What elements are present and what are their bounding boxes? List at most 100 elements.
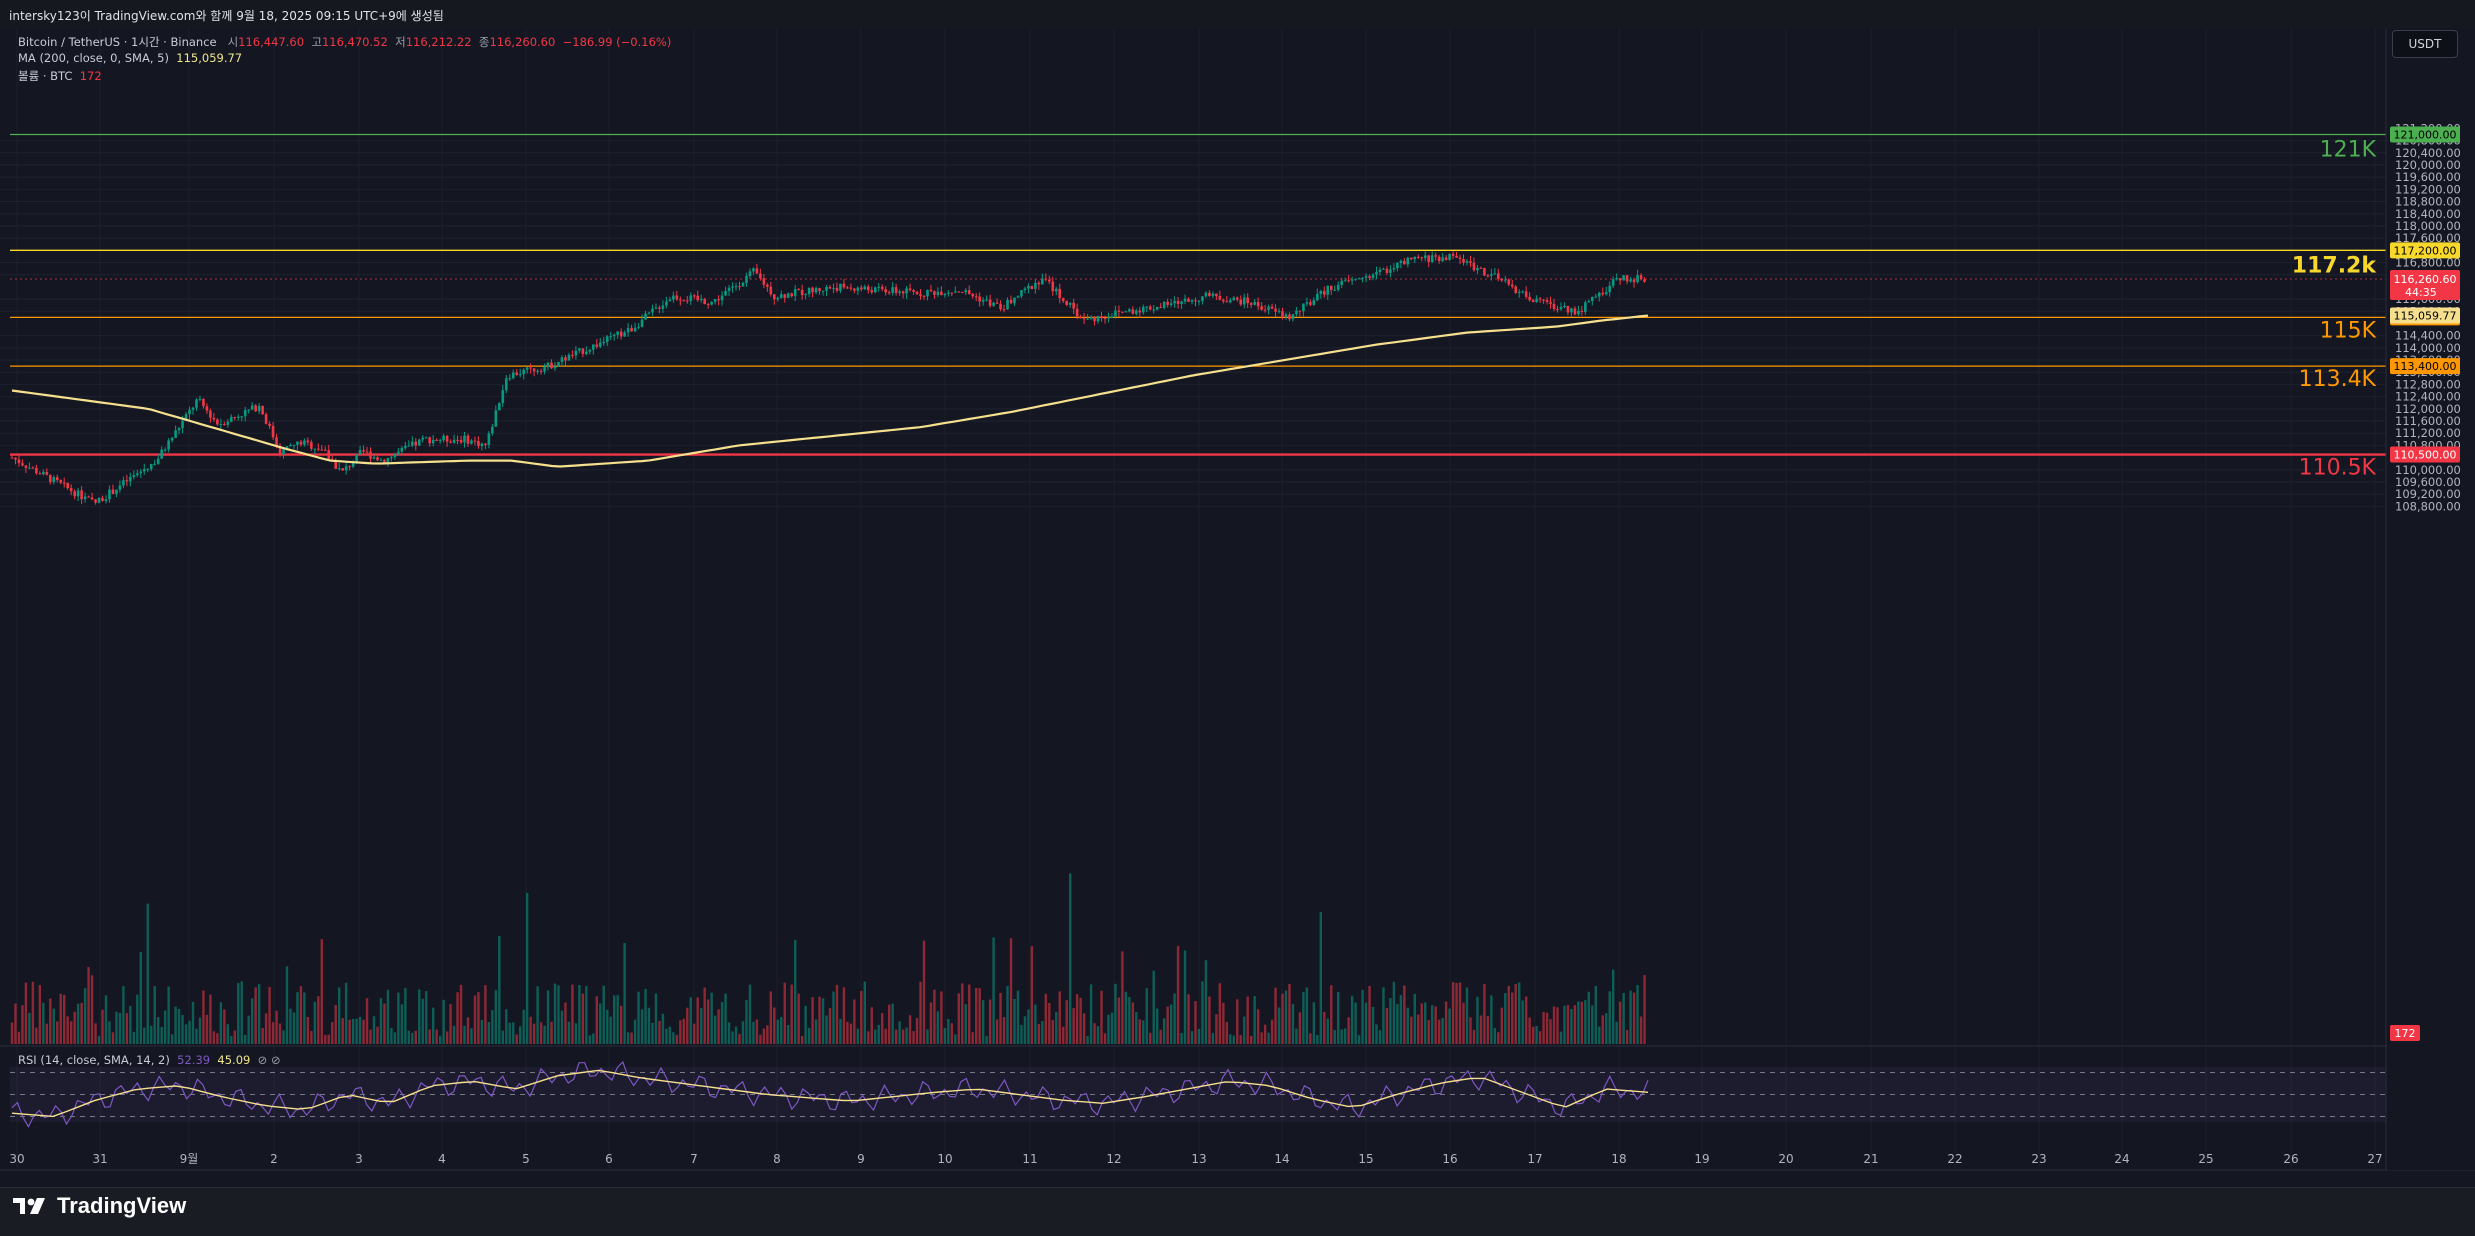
- candle-body: [28, 467, 31, 469]
- candle-body: [692, 295, 696, 297]
- candle-body: [1242, 297, 1246, 305]
- candle-body: [442, 435, 445, 441]
- candle-body: [1235, 297, 1239, 300]
- volume-bar: [1062, 1026, 1065, 1044]
- volume-bar: [28, 1012, 31, 1044]
- volume-bar: [132, 1031, 136, 1044]
- candle-body: [76, 490, 80, 497]
- open-value: 116,447.60: [238, 35, 305, 49]
- candle-body: [233, 416, 237, 418]
- candle-body: [522, 369, 525, 375]
- time-axis[interactable]: 30 31 9월 2 3 4 5 6 7 8 9 10 11 12 13 14 15 16 17 18 19 20 21 22…: [9, 1152, 2382, 1166]
- settings-icon[interactable]: ⊘: [270, 1053, 281, 1067]
- volume-bar: [1350, 995, 1354, 1044]
- brand-name: TradingView: [57, 1193, 187, 1218]
- level-label: 117.2k: [2292, 253, 2378, 278]
- volume-bar: [449, 1004, 452, 1044]
- volume-bar: [633, 1019, 637, 1044]
- candle-body: [494, 410, 498, 427]
- volume-bar: [487, 1022, 491, 1044]
- volume-bar: [1382, 987, 1385, 1044]
- candle-body: [386, 458, 390, 464]
- candle-body: [1587, 301, 1591, 303]
- candle-body: [310, 442, 313, 449]
- candle-body: [974, 296, 978, 298]
- volume-bar: [940, 991, 943, 1044]
- symbol-name[interactable]: Bitcoin / TetherUS · 1시간 · Binance: [18, 35, 217, 49]
- candle-body: [456, 439, 459, 441]
- volume-bar: [216, 1033, 219, 1044]
- candle-body: [480, 443, 484, 447]
- volume-bar: [964, 1004, 967, 1044]
- candle-body: [1135, 310, 1138, 314]
- x-tick-label: 18: [1611, 1152, 1626, 1166]
- y-tick-label: 109,600.00: [2395, 475, 2461, 489]
- volume-bar: [1573, 1005, 1577, 1044]
- hide-icon[interactable]: ⊘: [257, 1053, 268, 1067]
- volume-bar: [1330, 985, 1333, 1044]
- candle-body: [884, 289, 887, 293]
- candle-body: [623, 332, 626, 337]
- candle-body: [1176, 300, 1180, 304]
- candle-body: [668, 299, 672, 302]
- volume-bar: [1347, 1017, 1350, 1044]
- rsi-legend[interactable]: RSI (14, close, SMA, 14, 2) 52.39 45.09 …: [18, 1053, 281, 1067]
- volume-bar: [926, 1029, 929, 1044]
- brand-logo[interactable]: TradingView: [13, 1193, 186, 1219]
- candle-body: [922, 295, 926, 297]
- candle-body: [637, 326, 640, 328]
- candle-body: [877, 286, 881, 288]
- candle-body: [146, 469, 150, 471]
- candle-body: [1072, 302, 1075, 309]
- horizontal-levels[interactable]: 121K 117.2k 115K 113.4K 110.5K: [10, 133, 2386, 481]
- candle-body: [954, 291, 957, 293]
- volume-bar: [1002, 1017, 1006, 1044]
- volume-legend[interactable]: 볼륨 · BTC 172: [18, 68, 102, 84]
- volume-bar: [1385, 1008, 1389, 1044]
- volume-bar: [1284, 990, 1288, 1044]
- volume-bar: [1316, 1035, 1319, 1044]
- volume-bar: [1566, 1005, 1570, 1044]
- candle-body: [125, 480, 129, 482]
- candle-body: [790, 293, 794, 297]
- currency-button[interactable]: USDT: [2392, 30, 2458, 58]
- volume-bar: [390, 1027, 393, 1044]
- volume-bar: [606, 1009, 609, 1044]
- ma-legend[interactable]: MA (200, close, 0, SMA, 5) 115,059.77: [18, 51, 242, 65]
- y-tick-label: 108,800.00: [2395, 499, 2461, 513]
- candle-body: [696, 295, 700, 301]
- volume-bar: [1263, 1024, 1267, 1044]
- volume-bar: [637, 991, 640, 1044]
- candle-body: [703, 298, 706, 305]
- volume-bar: [1305, 987, 1309, 1044]
- volume-bar: [769, 991, 773, 1044]
- volume-bar: [835, 984, 839, 1044]
- candle-body: [574, 350, 578, 356]
- candle-body: [1476, 267, 1479, 271]
- candle-body: [1573, 308, 1577, 315]
- candle-body: [1190, 300, 1194, 302]
- candle-body: [90, 497, 94, 500]
- volume-bar: [299, 986, 303, 1044]
- candle-body: [1075, 308, 1079, 317]
- volume-tag: [2390, 1025, 2420, 1041]
- volume-bar: [289, 1008, 292, 1044]
- candle-body: [1295, 310, 1298, 315]
- candle-body: [1503, 279, 1507, 281]
- candle-body: [1636, 275, 1639, 283]
- volume-bar: [581, 993, 585, 1044]
- volume-bar: [703, 987, 706, 1044]
- candle-body: [525, 367, 529, 370]
- price-axis[interactable]: 121,200.00120,800.00120,400.00120,000.00…: [2387, 28, 2475, 1170]
- volume-bar: [1504, 993, 1507, 1044]
- candle-body: [299, 441, 303, 445]
- volume-bar: [1333, 1030, 1336, 1044]
- candle-body: [1277, 311, 1281, 313]
- volume-bar: [1162, 1018, 1166, 1044]
- chart-canvas[interactable]: 121K 117.2k 115K 113.4K 110.5K 75.0025.0052.…: [0, 0, 2475, 1187]
- candle-body: [1180, 301, 1183, 304]
- candle-body: [1232, 297, 1236, 301]
- candle-body: [303, 440, 306, 445]
- volume-bar: [143, 1027, 146, 1044]
- volume-bar: [1434, 1006, 1437, 1044]
